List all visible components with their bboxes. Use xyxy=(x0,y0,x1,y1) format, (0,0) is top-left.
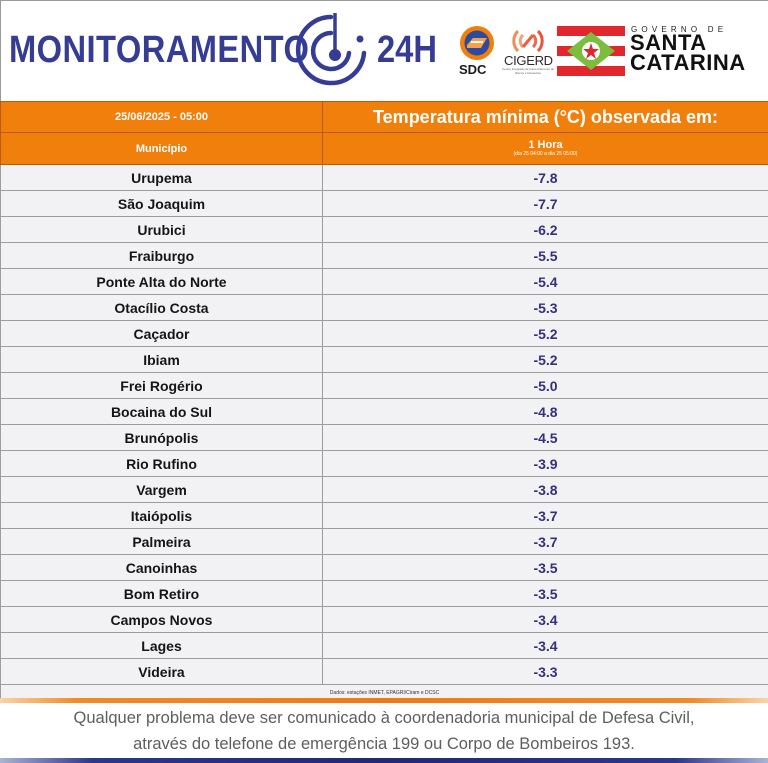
temperature-cell: -5.2 xyxy=(322,346,768,373)
municipio-cell: Vargem xyxy=(0,476,323,503)
temperature-cell: -5.2 xyxy=(322,320,768,347)
temperature-cell: -5.4 xyxy=(322,268,768,295)
temperature-cell: -5.5 xyxy=(322,242,768,269)
table-row: Campos Novos -3.4 xyxy=(0,606,768,633)
temperature-cell: -3.3 xyxy=(322,658,768,685)
table-row: Urupema -7.8 xyxy=(0,164,768,191)
temperature-cell: -3.4 xyxy=(322,606,768,633)
column-period: 1 Hora (dia 25 04:00 a dia 25 05:00) xyxy=(322,132,768,165)
municipio-cell: Videira xyxy=(0,658,323,685)
cigerd-logo-icon xyxy=(512,29,544,53)
sdc-logo-icon xyxy=(460,26,494,60)
table-row: Ibiam -5.2 xyxy=(0,346,768,373)
temperature-cell: -5.3 xyxy=(322,294,768,321)
footer-line-2: através do telefone de emergência 199 ou… xyxy=(133,735,635,753)
table-row: São Joaquim -7.7 xyxy=(0,190,768,217)
orange-divider xyxy=(0,698,768,703)
temperature-cell: -7.7 xyxy=(322,190,768,217)
table-row: Urubici -6.2 xyxy=(0,216,768,243)
column-period-label: 1 Hora xyxy=(528,139,563,151)
temperature-cell: -3.7 xyxy=(322,528,768,555)
footer-notice: Qualquer problema deve ser comunicado à … xyxy=(0,703,768,758)
municipio-cell: Caçador xyxy=(0,320,323,347)
state-name: SANTA CATARINA xyxy=(630,30,746,75)
table-row: Bocaina do Sul -4.8 xyxy=(0,398,768,425)
temperature-cell: -4.5 xyxy=(322,424,768,451)
cigerd-subtitle: Centro Integrado de Gerenciamento de Ris… xyxy=(501,67,555,75)
table-row: Videira -3.3 xyxy=(0,658,768,685)
temperature-cell: -6.2 xyxy=(322,216,768,243)
municipio-cell: Ponte Alta do Norte xyxy=(0,268,323,295)
brand-title: MONITORAMENTO xyxy=(9,29,310,71)
government-label: GOVERNO DE xyxy=(631,25,728,34)
temperature-cell: -3.7 xyxy=(322,502,768,529)
temperature-cell: -3.8 xyxy=(322,476,768,503)
temperature-cell: -3.5 xyxy=(322,554,768,581)
table-row: Canoinhas -3.5 xyxy=(0,554,768,581)
municipio-cell: Itaiópolis xyxy=(0,502,323,529)
table-row: Palmeira -3.7 xyxy=(0,528,768,555)
table-row: Caçador -5.2 xyxy=(0,320,768,347)
table-title: Temperatura mínima (°C) observada em: xyxy=(322,101,768,133)
municipio-cell: Lages xyxy=(0,632,323,659)
column-header-row: Município 1 Hora (dia 25 04:00 a dia 25 … xyxy=(0,132,768,165)
municipio-cell: Canoinhas xyxy=(0,554,323,581)
column-municipio: Município xyxy=(0,132,323,165)
header-banner: MONITORAMENTO 24H SDC CIGERD Centro Inte… xyxy=(0,0,768,101)
municipio-cell: Ibiam xyxy=(0,346,323,373)
municipio-cell: Urupema xyxy=(0,164,323,191)
radar-icon xyxy=(295,13,367,86)
table-row: Brunópolis -4.5 xyxy=(0,424,768,451)
table-row: Ponte Alta do Norte -5.4 xyxy=(0,268,768,295)
municipio-cell: Otacílio Costa xyxy=(0,294,323,321)
cigerd-label: CIGERD xyxy=(504,53,553,68)
sdc-label: SDC xyxy=(459,62,487,77)
municipio-cell: São Joaquim xyxy=(0,190,323,217)
column-period-range: (dia 25 04:00 a dia 25 05:00) xyxy=(513,151,578,157)
temperature-table: 25/06/2025 - 05:00 Temperatura mínima (°… xyxy=(0,101,768,701)
table-row: Lages -3.4 xyxy=(0,632,768,659)
state-name-line1: SANTA xyxy=(630,30,707,55)
brand-24h: 24H xyxy=(377,29,437,71)
table-row: Otacílio Costa -5.3 xyxy=(0,294,768,321)
municipio-cell: Campos Novos xyxy=(0,606,323,633)
municipio-cell: Bocaina do Sul xyxy=(0,398,323,425)
temperature-cell: -3.4 xyxy=(322,632,768,659)
municipio-cell: Rio Rufino xyxy=(0,450,323,477)
blue-divider xyxy=(0,758,768,763)
table-row: Fraiburgo -5.5 xyxy=(0,242,768,269)
municipio-cell: Palmeira xyxy=(0,528,323,555)
temperature-cell: -3.9 xyxy=(322,450,768,477)
temperature-cell: -4.8 xyxy=(322,398,768,425)
santa-catarina-flag-icon xyxy=(557,26,625,76)
table-header-row: 25/06/2025 - 05:00 Temperatura mínima (°… xyxy=(0,101,768,133)
table-row: Rio Rufino -3.9 xyxy=(0,450,768,477)
table-row: Itaiópolis -3.7 xyxy=(0,502,768,529)
table-row: Vargem -3.8 xyxy=(0,476,768,503)
temperature-cell: -7.8 xyxy=(322,164,768,191)
municipio-cell: Frei Rogério xyxy=(0,372,323,399)
table-row: Bom Retiro -3.5 xyxy=(0,580,768,607)
state-name-line2: CATARINA xyxy=(630,50,746,75)
datetime-label: 25/06/2025 - 05:00 xyxy=(0,101,323,133)
table-row: Frei Rogério -5.0 xyxy=(0,372,768,399)
municipio-cell: Urubici xyxy=(0,216,323,243)
municipio-cell: Bom Retiro xyxy=(0,580,323,607)
municipio-cell: Brunópolis xyxy=(0,424,323,451)
temperature-cell: -3.5 xyxy=(322,580,768,607)
temperature-cell: -5.0 xyxy=(322,372,768,399)
municipio-cell: Fraiburgo xyxy=(0,242,323,269)
footer-line-1: Qualquer problema deve ser comunicado à … xyxy=(73,709,695,727)
